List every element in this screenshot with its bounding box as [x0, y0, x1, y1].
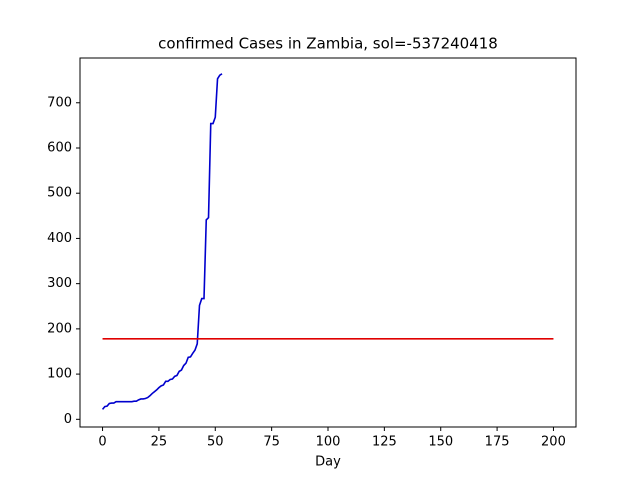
x-tick-label: 100	[316, 435, 341, 450]
x-tick-label: 25	[151, 435, 168, 450]
x-axis-label: Day	[315, 455, 341, 470]
x-tick-label: 150	[428, 435, 453, 450]
x-tick-label: 175	[485, 435, 510, 450]
x-tick-label: 0	[98, 435, 106, 450]
chart-title: confirmed Cases in Zambia, sol=-53724041…	[158, 35, 498, 53]
axes-frame	[79, 57, 577, 428]
x-tick-label: 75	[263, 435, 280, 450]
x-tick-label: 50	[207, 435, 224, 450]
y-tick-label: 500	[47, 186, 72, 201]
y-tick-label: 200	[47, 321, 72, 336]
series-line	[101, 73, 223, 410]
y-tick-label: 400	[47, 231, 72, 246]
x-tick-label: 200	[541, 435, 566, 450]
y-tick-label: 0	[64, 412, 72, 427]
y-tick-label: 600	[47, 140, 72, 155]
y-tick-label: 700	[47, 95, 72, 110]
y-tick-label: 300	[47, 276, 72, 291]
x-tick-label: 125	[372, 435, 397, 450]
y-tick-label: 100	[47, 367, 72, 382]
